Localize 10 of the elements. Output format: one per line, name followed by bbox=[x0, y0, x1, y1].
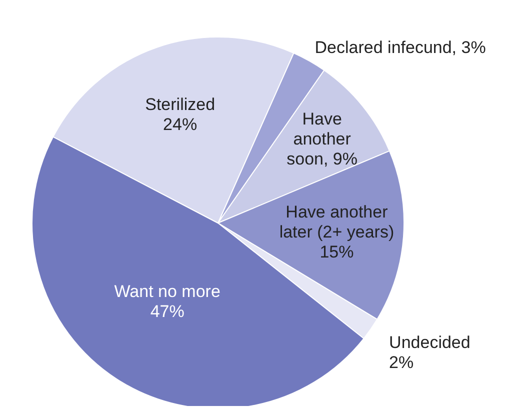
slice-label: Want no more bbox=[114, 281, 220, 300]
data-label: 2% bbox=[389, 352, 414, 372]
slice-label: Declared infecund, 3% bbox=[314, 38, 486, 57]
data-label: 15% bbox=[320, 242, 354, 262]
slice-label: Undecided bbox=[389, 332, 470, 352]
slice-label: Have another later (2+ years) bbox=[279, 202, 394, 242]
slice-label: Have another soon, 9% bbox=[286, 109, 358, 168]
data-label: 47% bbox=[150, 301, 184, 320]
data-label: 24% bbox=[163, 114, 198, 134]
slice-label: Sterilized bbox=[145, 94, 216, 114]
